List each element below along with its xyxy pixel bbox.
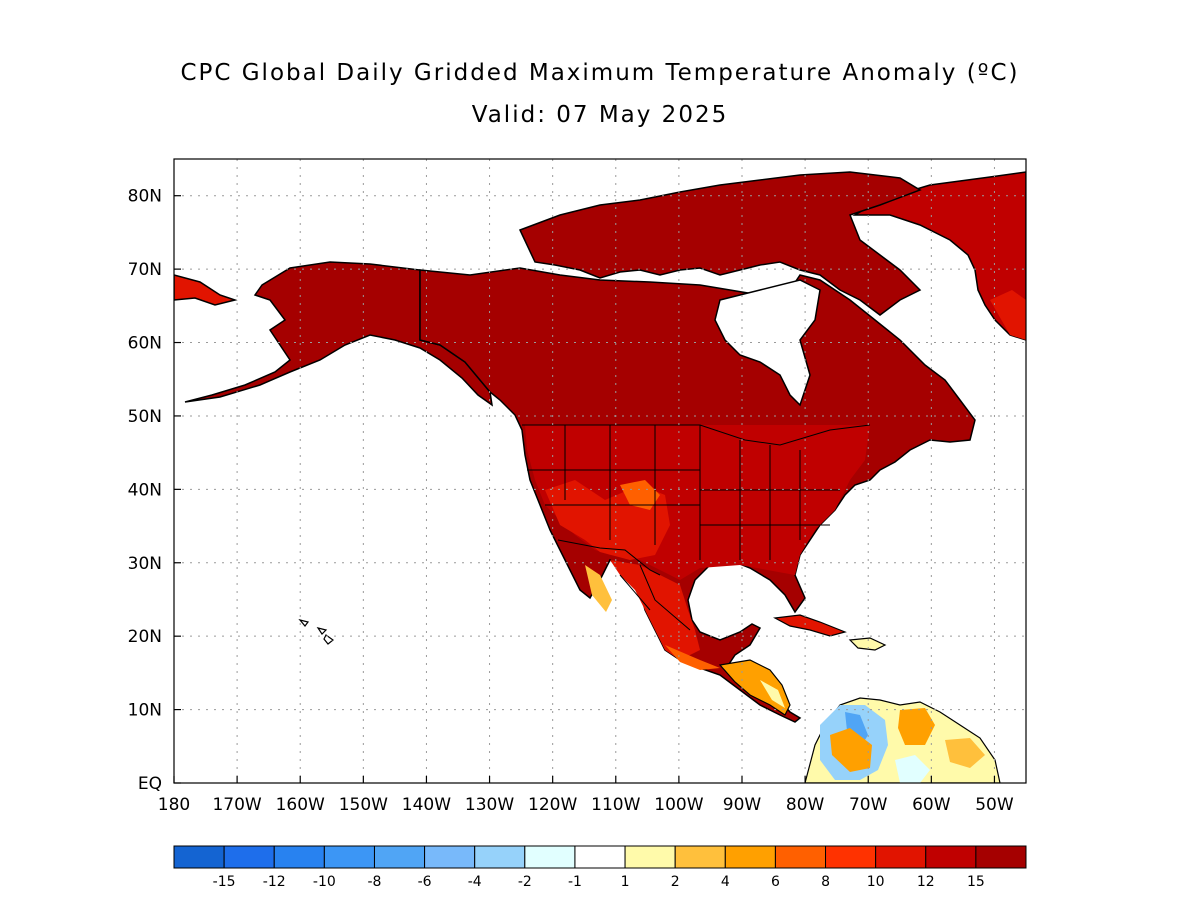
colorbar-label: 1 [621, 874, 630, 890]
lat-tick-label: 10N [128, 701, 162, 721]
mexico-anomaly [610, 560, 700, 660]
political-boundaries [522, 424, 871, 631]
guiana-warm-anomaly [898, 708, 935, 745]
lon-tick-label: 140W [402, 795, 451, 815]
map-grid [174, 159, 1026, 783]
colorbar-label: -10 [313, 874, 336, 890]
colorbar-swatch [825, 845, 877, 869]
colorbar-label: -2 [518, 874, 532, 890]
mexico-south-anomaly [665, 645, 720, 670]
colorbar-swatch [173, 845, 225, 869]
colorbar-label: 12 [917, 874, 935, 890]
colorbar-swatch [875, 845, 927, 869]
colorbar-label: 8 [821, 874, 830, 890]
map-frame [173, 158, 1027, 784]
greenland-land [852, 171, 1026, 341]
state-lines-east [700, 440, 840, 560]
baja-anomaly [585, 565, 612, 612]
colorbar-swatch [373, 845, 426, 869]
colorbar-swatch [223, 845, 275, 869]
central-america-anomaly [718, 659, 791, 716]
colorbar: -15 -12 -10 -8 -6 -4 -2 -1 1 2 4 6 8 10 12 15 [173, 845, 1027, 890]
lon-tick-label: 90W [723, 795, 762, 815]
colorbar-swatch [624, 845, 676, 869]
amazon-warm-anomaly [945, 738, 985, 768]
colorbar-label: 10 [867, 874, 885, 890]
lat-tick-label: 80N [128, 187, 162, 207]
lat-tick-label: 50N [128, 407, 162, 427]
lon-tick-label: 60W [912, 795, 951, 815]
lon-tick-label: 170W [212, 795, 261, 815]
colorbar-label: -6 [418, 874, 432, 890]
colorbar-swatch [674, 845, 726, 869]
lon-tick-label: 180 [158, 795, 190, 815]
colorbar-swatch [323, 845, 375, 869]
amazon-cool-anomaly [895, 755, 930, 783]
chukotka-land [174, 274, 238, 306]
latitude-axis: 80N 70N 60N 50N 40N 30N 20N 10N EQ [128, 187, 181, 794]
colorbar-label: -12 [263, 874, 286, 890]
venezuela-warm-anomaly [830, 728, 872, 772]
colorbar-label: 4 [721, 874, 730, 890]
colorbar-swatch [925, 845, 977, 869]
lat-tick-label: 20N [128, 627, 162, 647]
us-mexico-border [557, 539, 661, 576]
lon-tick-label: 70W [849, 795, 888, 815]
colorbar-swatch [975, 845, 1027, 869]
greenland-anomaly-warm [990, 290, 1026, 340]
colorbar-label: 15 [967, 874, 985, 890]
rockies-anomaly [620, 480, 660, 510]
lon-tick-label: 110W [591, 795, 640, 815]
colorbar-label: -15 [213, 874, 236, 890]
hispaniola-land [848, 637, 887, 651]
lon-tick-label: 50W [975, 795, 1014, 815]
land-anomaly-fill [174, 171, 1026, 783]
lat-tick-label: 40N [128, 480, 162, 500]
lon-tick-label: 120W [528, 795, 577, 815]
colorbar-label: -1 [568, 874, 582, 890]
colorbar-swatch [774, 845, 827, 869]
lon-tick-label: 160W [276, 795, 325, 815]
cuba-land [773, 614, 847, 637]
hawaii-islands [298, 618, 334, 645]
colorbar-label: 6 [771, 874, 780, 890]
mexico-state-lines [619, 564, 691, 631]
colorbar-label: -8 [367, 874, 381, 890]
lon-tick-label: 100W [654, 795, 703, 815]
colorbar-swatch [273, 845, 325, 869]
colorbar-swatch [474, 845, 526, 869]
central-america-cool [760, 680, 785, 708]
lon-tick-label: 130W [465, 795, 514, 815]
arctic-islands [518, 171, 922, 316]
lat-tick-label: 70N [128, 260, 162, 280]
lat-tick-label: 60N [128, 334, 162, 354]
colorbar-swatch [724, 845, 776, 869]
colorbar-swatch [424, 845, 476, 869]
map-subtitle: Valid: 07 May 2025 [471, 102, 729, 128]
colorbar-swatch [524, 845, 576, 869]
lon-tick-label: 150W [339, 795, 388, 815]
lat-tick-label: EQ [138, 774, 162, 794]
colorbar-label: 2 [671, 874, 680, 890]
lat-tick-label: 30N [128, 554, 162, 574]
lon-tick-label: 80W [786, 795, 825, 815]
colorbar-swatch [574, 845, 626, 869]
colorbar-label: -4 [468, 874, 482, 890]
state-lines-west [527, 425, 701, 560]
longitude-axis: 180 170W 160W 150W 140W 130W 120W 110W 100W 90W 80… [158, 776, 1014, 815]
map-title: CPC Global Daily Gridded Maximum Tempera… [180, 60, 1020, 86]
us-canada-border [522, 424, 871, 446]
